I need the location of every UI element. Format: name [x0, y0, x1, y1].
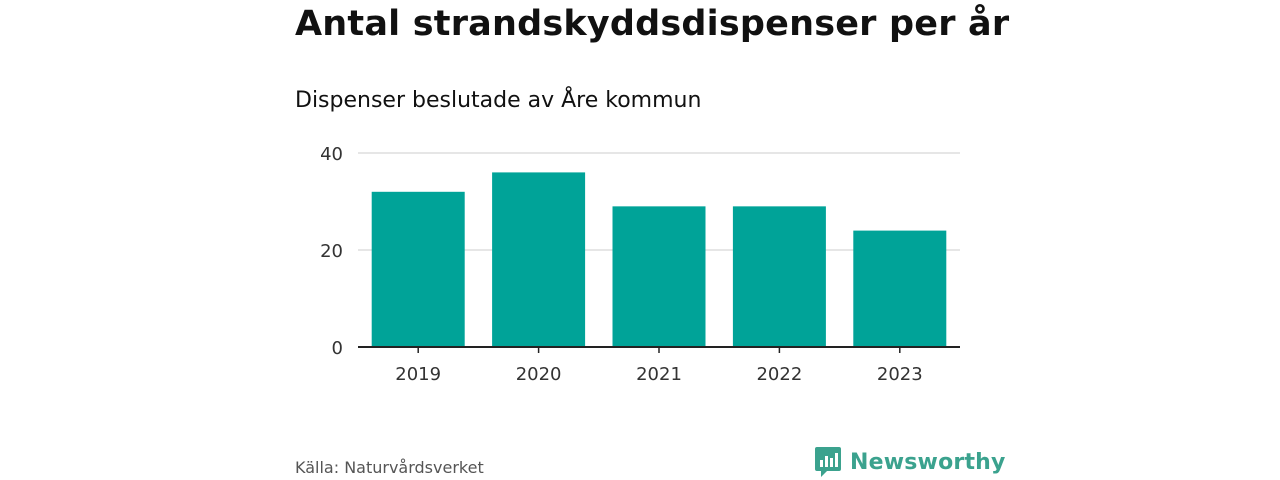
x-tick-label-2023: 2023	[877, 364, 923, 385]
chart-title: Antal strandskyddsdispenser per år	[295, 4, 1010, 44]
bar-2020	[492, 172, 586, 347]
source-credit: Källa: Naturvårdsverket	[295, 458, 484, 477]
chart-subtitle: Dispenser beslutade av Åre kommun	[295, 88, 702, 113]
y-tick-label-0: 0	[332, 338, 343, 359]
brand-name: Newsworthy	[850, 449, 1006, 475]
x-tick-label-2021: 2021	[636, 364, 682, 385]
x-tick-label-2019: 2019	[395, 364, 441, 385]
bar-2023	[853, 230, 947, 347]
x-tick-label-2022: 2022	[756, 364, 802, 385]
newsworthy-logo[interactable]: Newsworthy	[814, 446, 1006, 478]
bar-2019	[371, 191, 465, 347]
x-tick-label-2020: 2020	[516, 364, 562, 385]
y-tick-label-40: 40	[320, 144, 343, 165]
bar-2022	[732, 206, 826, 347]
bar-2021	[612, 206, 706, 347]
newsworthy-logo-icon	[815, 447, 841, 477]
y-tick-label-20: 20	[320, 241, 343, 262]
